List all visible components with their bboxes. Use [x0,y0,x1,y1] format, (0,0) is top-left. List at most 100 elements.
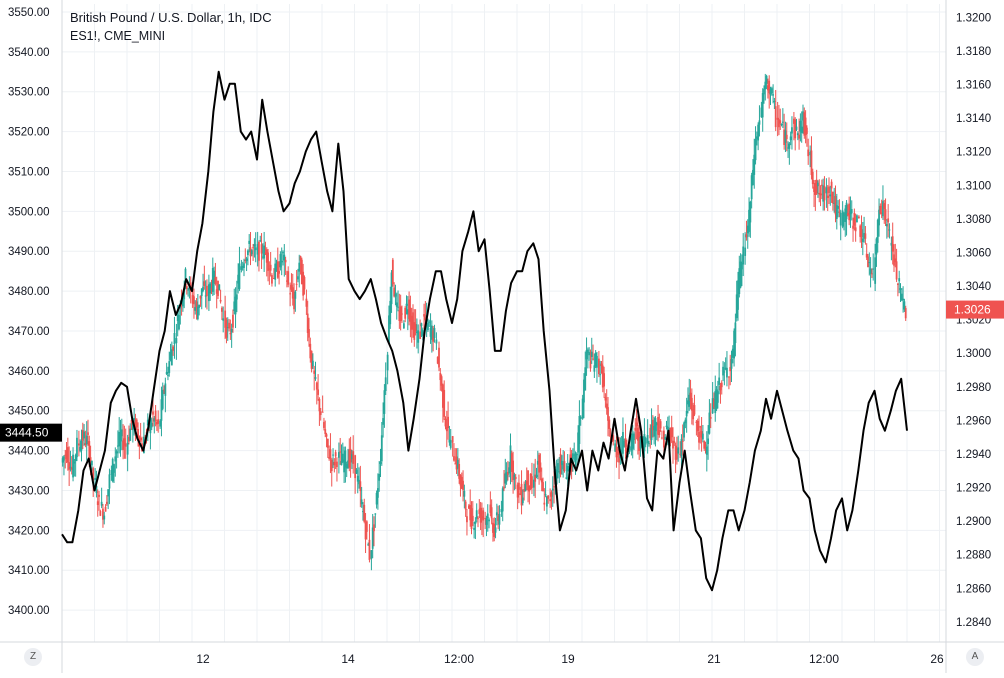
candle-body [791,127,793,134]
candle-body [631,433,634,449]
candle-body [844,208,847,222]
candle-body [218,284,221,291]
candle-body [809,151,812,156]
candle-body [891,236,894,252]
candle-body [798,134,800,139]
right-axis-tick-label: 1.2920 [956,483,991,495]
main-symbol-label[interactable]: British Pound / U.S. Dollar, 1h, IDC [70,10,272,25]
candle-body [565,477,568,479]
candle-body [723,371,726,373]
left-axis-tick-label: 3490.00 [8,246,50,258]
time-axis-tick-label: 12:00 [444,652,474,666]
candle-body [64,454,67,456]
candle-body [383,390,386,414]
candle-body [806,127,808,134]
candle-body [360,499,363,505]
candle-body [702,433,704,440]
candle-body [507,471,509,475]
candle-body [884,209,887,221]
candle-body [813,186,815,193]
candle-body [456,459,459,469]
candle-body [637,427,639,441]
candle-body [481,516,483,519]
candle-body [620,449,623,453]
candle-body [822,185,825,202]
candle-body [149,418,152,434]
auto-scale-button[interactable]: A [966,648,984,666]
candle-body [442,384,444,408]
candle-body [757,124,760,141]
candle-body [384,377,387,391]
candle-body [72,454,74,478]
candle-body [879,205,882,214]
candle-body [551,488,554,491]
candle-body [521,497,524,504]
time-axis-tick-label: 12 [196,652,210,666]
candle-body [628,446,631,453]
candle-body [900,293,903,301]
right-last-value-badge [946,300,1004,319]
candle-body [176,314,179,322]
candle-body [83,431,85,439]
candle-body [135,419,138,428]
left-axis-tick-label: 3540.00 [8,47,50,59]
candle-body [420,323,423,327]
candle-body [274,263,277,280]
candle-body [170,349,173,366]
candle-body [693,405,696,415]
candle-body [513,474,516,480]
candle-body [703,441,706,449]
candle-body [596,355,598,368]
left-scale-button[interactable]: Z [24,648,42,666]
candle-body [243,263,245,268]
candle-body [351,454,353,460]
candle-body [261,256,264,258]
compare-symbol-label[interactable]: ES1!, CME_MINI [70,29,166,43]
candle-body [310,350,313,369]
candle-body [240,266,243,270]
candle-body [780,123,783,125]
candle-body [536,460,539,465]
candle-body [856,215,858,223]
candle-body [716,391,719,403]
candle-body [221,307,223,312]
candle-body [473,527,475,530]
candle-body [538,454,540,473]
candle-body [832,191,834,204]
candle-body [314,377,317,379]
candle-body [92,468,95,481]
candle-body [199,295,202,299]
candle-body [289,293,292,295]
candle-body [78,443,80,446]
candle-body [787,147,789,149]
candle-body [193,296,195,305]
candle-body [299,256,302,261]
candle-body [478,509,481,514]
candle-body [700,431,703,438]
candle-body [753,154,756,175]
candle-body [603,373,605,387]
candle-body [737,280,739,310]
candle-body [427,322,429,331]
candle-body [758,120,761,125]
candle-body [169,352,172,360]
candle-body [542,482,544,492]
candle-body [794,119,797,139]
candle-body [394,293,397,297]
candle-body [286,280,288,282]
candle-body [607,407,609,421]
candle-body [492,522,494,533]
candle-body [168,361,171,374]
candle-body [549,499,552,502]
candle-body [767,85,769,91]
candle-body [235,294,238,300]
candle-body [219,299,222,302]
candle-body [735,294,738,319]
candle-body [256,244,259,255]
candle-body [830,181,833,189]
candle-body [318,398,321,412]
candle-body [568,463,570,466]
candle-body [200,288,203,297]
